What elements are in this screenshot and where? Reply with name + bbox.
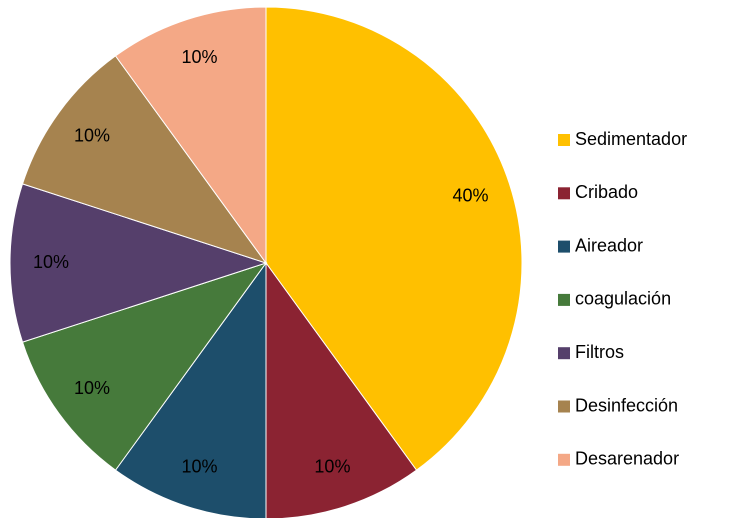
data-label: 10% (314, 456, 350, 476)
pie-slice (21, 55, 268, 264)
pie-slice (114, 261, 267, 518)
pie-slice (265, 6, 523, 471)
legend-swatch (558, 293, 570, 306)
legend-label: Filtros (575, 342, 624, 362)
legend-label: Desinfección (575, 395, 678, 415)
legend-swatch (558, 453, 570, 466)
pie-slice (114, 6, 267, 265)
legend-swatch (558, 240, 570, 253)
legend-swatch (558, 134, 570, 146)
legend-swatch (558, 347, 570, 360)
legend-label: Sedimentador (575, 129, 687, 149)
data-label: 10% (74, 125, 110, 145)
legend-swatch (558, 187, 570, 200)
data-label: 10% (182, 456, 218, 476)
pie-slice (265, 261, 418, 518)
legend-label: Desarenador (575, 449, 679, 469)
legend-swatch (558, 400, 570, 413)
pie-slice (9, 183, 268, 343)
data-label: 10% (182, 47, 218, 67)
data-label: 10% (33, 252, 69, 272)
legend-label: Cribado (575, 182, 638, 202)
data-label: 40% (452, 185, 488, 205)
legend-label: Aireador (575, 235, 643, 255)
data-label: 10% (74, 378, 110, 398)
legend-label: coagulación (575, 289, 671, 309)
pie-slice (21, 262, 268, 471)
